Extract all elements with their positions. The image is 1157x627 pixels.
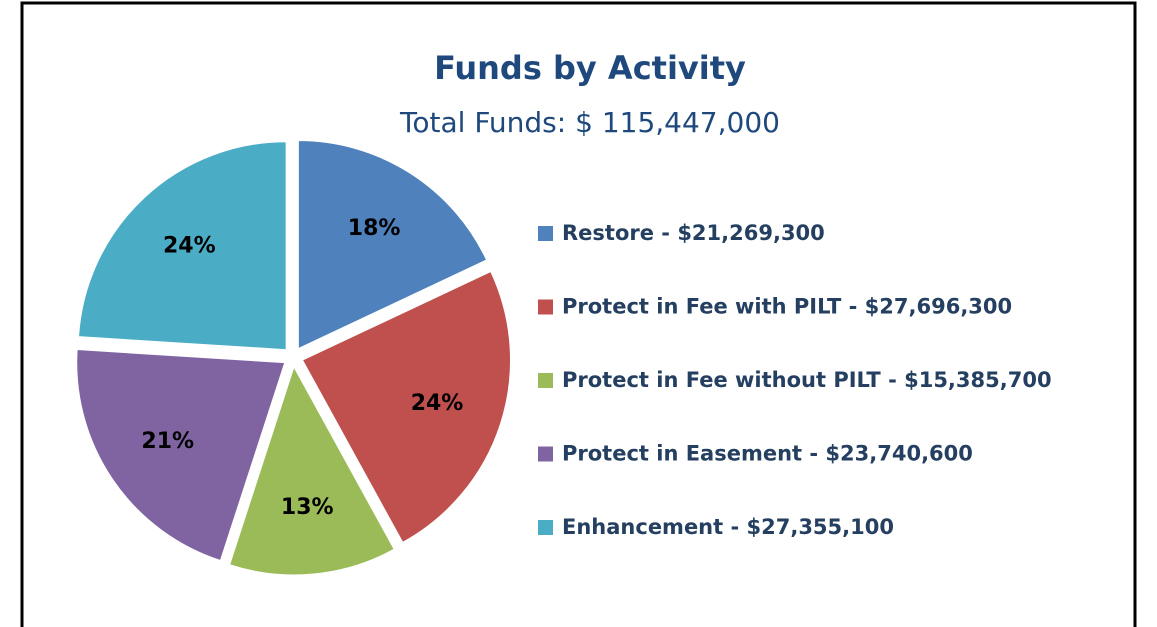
legend-label: Protect in Easement - $23,740,600 — [562, 442, 973, 466]
legend-swatch — [538, 226, 553, 241]
pie-slice — [229, 365, 395, 576]
chart-subtitle: Total Funds: $ 115,447,000 — [399, 106, 780, 139]
legend-label: Enhancement - $27,355,100 — [562, 515, 894, 539]
slice-label: 18% — [348, 216, 401, 241]
legend-label: Restore - $21,269,300 — [562, 221, 825, 245]
legend-swatch — [538, 446, 553, 462]
frame — [20, 1, 1137, 627]
legend-label: Protect in Fee with PILT - $27,696,300 — [562, 295, 1012, 319]
pie-slice — [78, 141, 287, 351]
pie-slice — [76, 349, 286, 562]
legend-label: Protect in Fee without PILT - $15,385,70… — [562, 368, 1052, 392]
chart-title: Funds by Activity — [434, 49, 746, 87]
slice-label: 21% — [141, 429, 194, 454]
slice-label: 24% — [411, 391, 464, 416]
slice-label: 13% — [281, 495, 334, 520]
pie-slice — [301, 270, 512, 544]
slice-label: 24% — [163, 234, 216, 259]
legend-swatch — [538, 520, 553, 535]
legend-swatch — [538, 299, 553, 315]
pie-slice — [297, 140, 488, 350]
legend-swatch — [538, 373, 553, 388]
